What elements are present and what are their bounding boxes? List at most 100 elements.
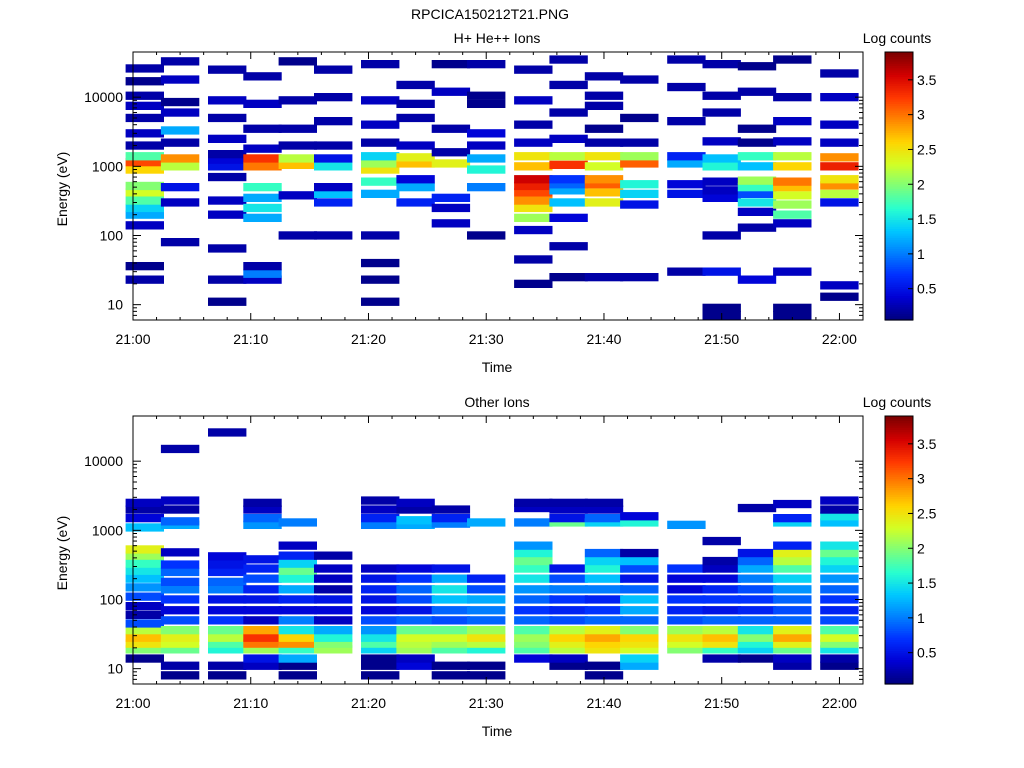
colorbar-band	[885, 87, 913, 91]
colorbar-band	[885, 574, 913, 578]
heatmap-cell	[820, 93, 859, 102]
heatmap-cell	[820, 645, 859, 654]
heatmap-cell	[243, 162, 282, 171]
heatmap-cell	[243, 213, 282, 222]
heatmap-cell	[737, 87, 777, 96]
heatmap-cell	[773, 633, 812, 642]
y-tick-label: 10	[107, 297, 123, 313]
x-axis-label: Time	[482, 723, 513, 739]
heatmap-cell	[514, 203, 553, 213]
heatmap-cell	[549, 134, 588, 143]
heatmap-cell	[125, 545, 164, 554]
colorbar-band	[885, 284, 913, 288]
colorbar-band	[885, 306, 913, 310]
colorbar-band	[885, 567, 913, 571]
heatmap-cell	[314, 585, 353, 594]
heatmap-cell	[820, 574, 859, 583]
colorbar-band	[885, 89, 913, 93]
colorbar-band	[885, 643, 913, 647]
heatmap-cell	[361, 297, 400, 306]
heatmap-cell	[667, 633, 706, 642]
colorbar-band	[885, 543, 913, 547]
colorbar-tick-label: 1.5	[917, 575, 937, 591]
colorbar-band	[885, 255, 913, 259]
heatmap-cell	[584, 498, 624, 507]
colorbar-band	[885, 179, 913, 183]
colorbar-band	[885, 186, 913, 189]
heatmap-cell	[361, 189, 400, 198]
heatmap-cell	[361, 606, 400, 615]
heatmap-cell	[396, 183, 435, 192]
heatmap-cell	[243, 616, 282, 625]
heatmap-cell	[773, 499, 812, 509]
heatmap-cell	[125, 626, 164, 635]
colorbar-band	[885, 436, 913, 439]
colorbar-band	[885, 69, 913, 73]
heatmap-cell	[208, 428, 247, 437]
colorbar-band	[885, 273, 913, 276]
heatmap-cell	[514, 606, 553, 615]
heatmap-cell	[820, 138, 859, 147]
heatmap-cell	[702, 645, 741, 654]
heatmap-cell	[702, 186, 741, 195]
colorbar-band	[885, 474, 913, 477]
heatmap-cell	[431, 159, 471, 168]
heatmap-cell	[467, 518, 506, 527]
heatmap-cell	[820, 181, 859, 190]
heatmap-cell	[125, 262, 164, 271]
heatmap-cell	[125, 566, 164, 575]
heatmap-cell	[160, 198, 200, 207]
colorbar-band	[885, 246, 913, 250]
heatmap-cell	[773, 548, 812, 558]
heatmap-cell	[278, 191, 317, 200]
colorbar-band	[885, 445, 913, 448]
heatmap-cell	[278, 154, 317, 163]
heatmap-cell	[737, 503, 777, 513]
colorbar-tick-label: 3	[917, 471, 925, 487]
heatmap-cell	[431, 505, 471, 514]
heatmap-cell	[702, 154, 741, 163]
heatmap-cell	[160, 661, 200, 670]
colorbar-band	[885, 268, 913, 272]
heatmap-cell	[243, 633, 282, 642]
heatmap-cell	[278, 616, 317, 625]
heatmap-cell	[584, 124, 624, 133]
heatmap-cell	[278, 574, 317, 583]
heatmap-cell	[737, 556, 777, 566]
colorbar-band	[885, 424, 913, 428]
heatmap-cell	[773, 183, 812, 192]
colorbar-band	[885, 92, 913, 96]
heatmap-cell	[361, 574, 400, 583]
heatmap-cell	[549, 585, 588, 594]
colorbar-tick-label: 1	[917, 246, 925, 262]
heatmap-cell	[208, 297, 247, 306]
colorbar-band	[885, 141, 913, 145]
heatmap-cell	[243, 262, 282, 271]
y-tick-label: 100	[100, 591, 124, 607]
heatmap-cell	[278, 566, 317, 575]
heatmap-cell	[361, 159, 400, 168]
heatmap-cell	[737, 176, 777, 185]
heatmap-cell	[125, 583, 164, 592]
heatmap-cell	[160, 567, 200, 577]
heatmap-cell	[514, 585, 553, 594]
heatmap-cell	[431, 203, 471, 213]
heatmap-cell	[549, 242, 588, 251]
heatmap-cell	[737, 564, 777, 573]
heatmap-cell	[620, 180, 659, 189]
heatmap-cell	[584, 505, 624, 514]
colorbar-band	[885, 125, 913, 129]
heatmap-cell	[514, 626, 553, 635]
colorbar-band	[885, 572, 913, 576]
colorbar-band	[885, 76, 913, 80]
colorbar-band	[885, 65, 913, 69]
heatmap-cell	[667, 645, 706, 654]
colorbar-band	[885, 661, 913, 665]
heatmap-cell	[361, 120, 400, 129]
heatmap-cell	[467, 645, 506, 654]
heatmap-cell	[773, 200, 812, 209]
heatmap-cell	[243, 183, 282, 192]
heatmap-cell	[361, 96, 400, 105]
colorbar-band	[885, 523, 913, 527]
colorbar-band	[885, 248, 913, 252]
